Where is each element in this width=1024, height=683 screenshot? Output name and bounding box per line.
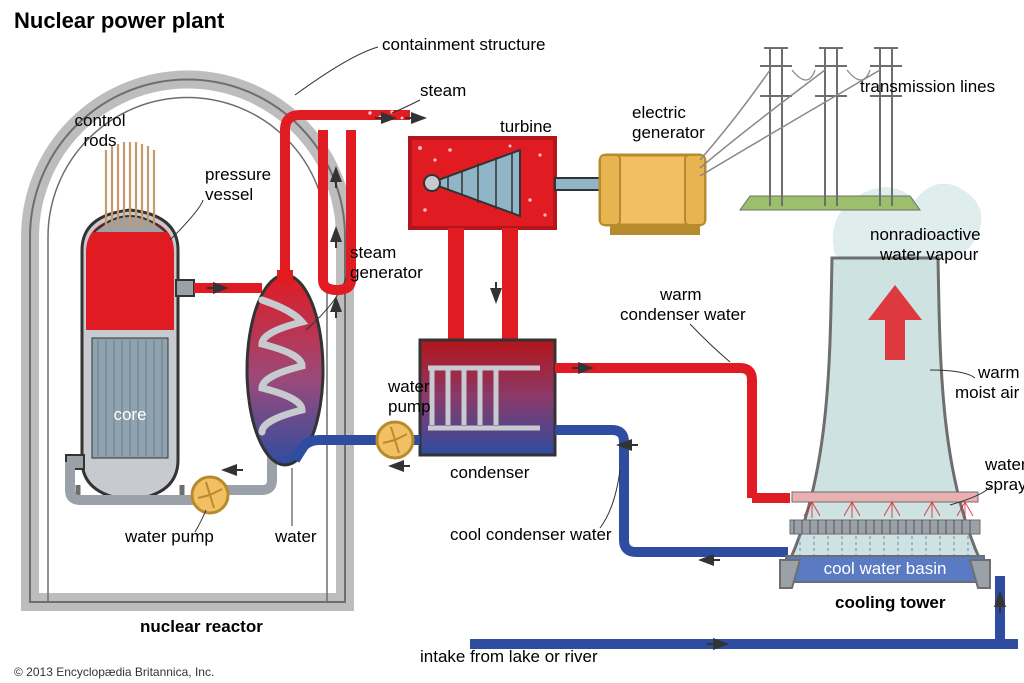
pressure-vessel-label-1: pressure (205, 165, 271, 184)
warm-air-label-2: moist air (955, 383, 1020, 402)
transmission-lines (700, 48, 920, 210)
electric-generator-label-2: generator (632, 123, 705, 142)
turbine-shaft (555, 178, 600, 190)
water-pump-mid-label-2: pump (388, 397, 431, 416)
water-label: water (274, 527, 317, 546)
steam-generator-label-1: steam (350, 243, 396, 262)
nonrad-label-1: nonradioactive (870, 225, 981, 244)
intake-label: intake from lake or river (420, 647, 598, 666)
cooling-tower-label: cooling tower (835, 593, 946, 612)
water-spray-label-2: spray (985, 475, 1024, 494)
control-rods-label-2: rods (83, 131, 116, 150)
water-pump-mid-label-1: water (387, 377, 430, 396)
cool-cond-label: cool condenser water (450, 525, 612, 544)
warm-cond-label-2: condenser water (620, 305, 746, 324)
copyright-text: © 2013 Encyclopædia Britannica, Inc. (14, 665, 214, 679)
containment-label: containment structure (382, 35, 545, 54)
water-spray-label-1: water (984, 455, 1024, 474)
water-pump-left-label: water pump (124, 527, 214, 546)
electric-generator (600, 155, 705, 235)
steam-label: steam (420, 81, 466, 100)
warm-air-label-1: warm (977, 363, 1020, 382)
turbine-down-right (502, 228, 518, 340)
turbine-label: turbine (500, 117, 552, 136)
nuclear-reactor-label: nuclear reactor (140, 617, 263, 636)
diagram-title: Nuclear power plant (14, 8, 225, 33)
water-pump-mid (377, 422, 413, 458)
steam-generator-label-2: generator (350, 263, 423, 282)
transmission-label: transmission lines (860, 77, 995, 96)
control-rods-label-1: control (74, 111, 125, 130)
condenser (420, 340, 555, 455)
reactor-pressure-vessel (66, 142, 194, 500)
nuclear-power-plant-diagram: core (0, 0, 1024, 683)
turbine (410, 138, 555, 228)
core-label: core (113, 405, 146, 424)
condenser-label: condenser (450, 463, 530, 482)
water-pump-left (192, 477, 228, 513)
steam-generator (247, 270, 323, 465)
warm-cond-label-1: warm (659, 285, 702, 304)
basin-label: cool water basin (824, 559, 947, 578)
nonrad-label-2: water vapour (879, 245, 979, 264)
electric-generator-label-1: electric (632, 103, 686, 122)
turbine-down-left (448, 228, 464, 340)
pressure-vessel-label-2: vessel (205, 185, 253, 204)
